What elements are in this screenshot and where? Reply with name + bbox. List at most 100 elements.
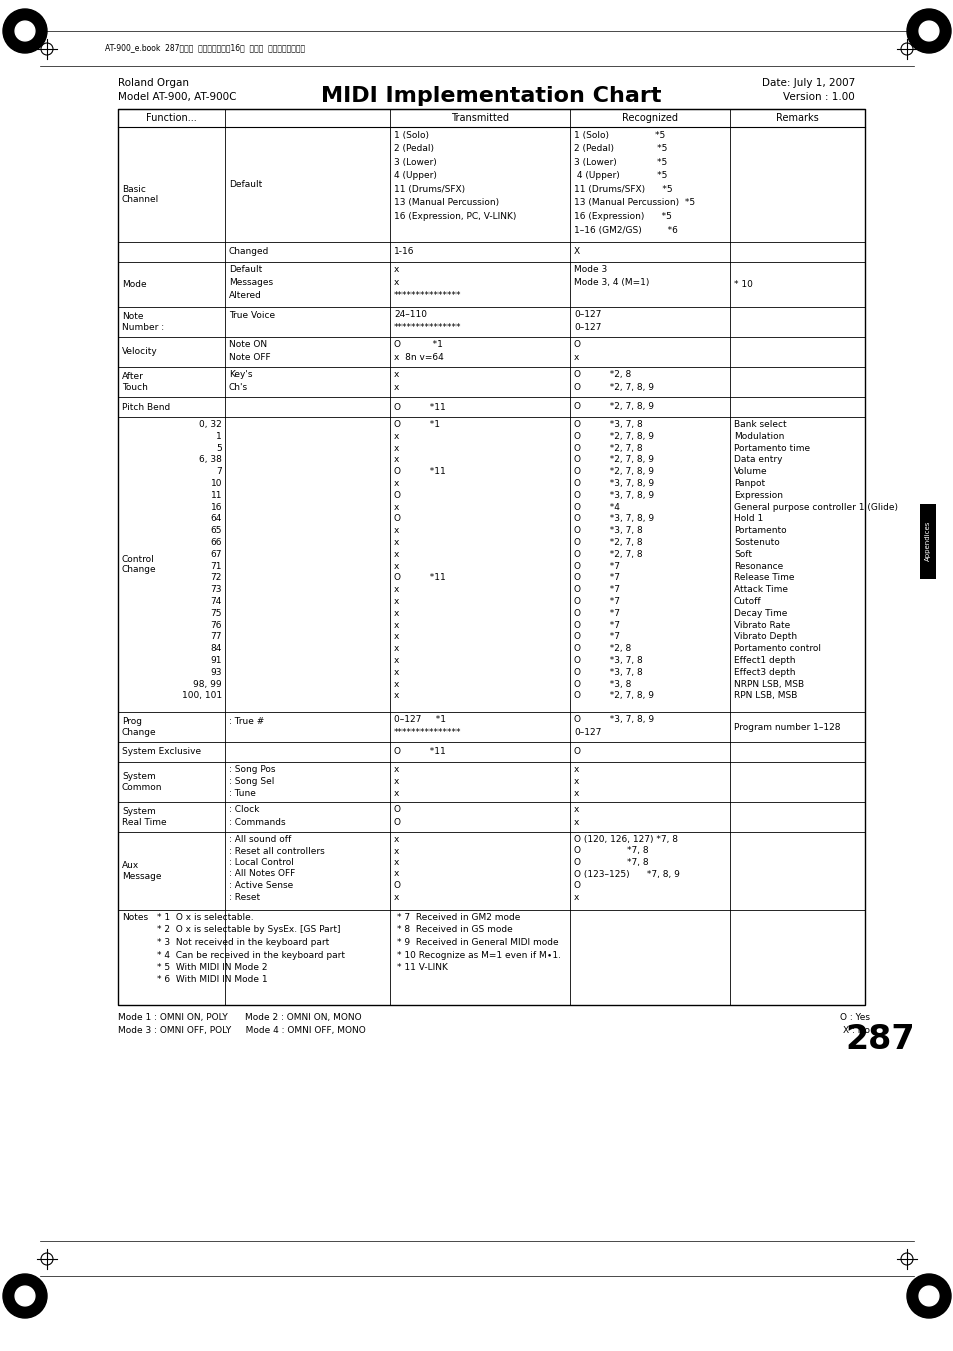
Text: Basic
Channel: Basic Channel [122,185,159,204]
Text: x: x [394,667,399,677]
Text: Altered: Altered [229,290,262,300]
Text: x: x [394,432,399,440]
Text: O          *11: O *11 [394,467,445,476]
Text: Resonance: Resonance [733,562,782,570]
Text: O: O [394,490,400,500]
Text: 11 (Drums/SFX)      *5: 11 (Drums/SFX) *5 [574,185,672,195]
Text: * 5  With MIDI IN Mode 2: * 5 With MIDI IN Mode 2 [157,963,267,971]
Text: x: x [394,835,399,844]
Text: x: x [394,692,399,700]
Text: * 4  Can be received in the keyboard part: * 4 Can be received in the keyboard part [157,951,345,959]
Text: 66: 66 [211,538,222,547]
Text: 11: 11 [211,490,222,500]
Text: O          *3, 7, 8, 9: O *3, 7, 8, 9 [574,480,654,488]
Text: 91: 91 [211,657,222,665]
Text: O          *11: O *11 [394,747,445,757]
Text: 76: 76 [211,620,222,630]
Text: O          *11: O *11 [394,403,445,412]
Text: 7: 7 [216,467,222,476]
Text: x: x [394,632,399,642]
Text: O          *3, 7, 8: O *3, 7, 8 [574,420,642,430]
Text: x: x [394,503,399,512]
Text: Remarks: Remarks [776,113,818,123]
Text: Vibrato Depth: Vibrato Depth [733,632,797,642]
Text: General purpose controller 1 (Glide): General purpose controller 1 (Glide) [733,503,897,512]
Text: : Tune: : Tune [229,789,255,798]
Circle shape [15,1286,35,1306]
Text: O          *7: O *7 [574,562,619,570]
Text: Control
Change: Control Change [122,555,156,574]
Text: Mode 1 : OMNI ON, POLY      Mode 2 : OMNI ON, MONO: Mode 1 : OMNI ON, POLY Mode 2 : OMNI ON,… [118,1013,361,1021]
Text: Portamento: Portamento [733,526,786,535]
Text: 64: 64 [211,515,222,523]
Text: O          *2, 7, 8: O *2, 7, 8 [574,550,642,559]
Text: Mode 3 : OMNI OFF, POLY     Mode 4 : OMNI OFF, MONO: Mode 3 : OMNI OFF, POLY Mode 4 : OMNI OF… [118,1025,365,1035]
Text: Ch's: Ch's [229,382,248,392]
Text: O: O [394,881,400,890]
Text: 5: 5 [216,443,222,453]
Text: 100, 101: 100, 101 [182,692,222,700]
Text: O          *3, 7, 8, 9: O *3, 7, 8, 9 [574,715,654,724]
Text: 16 (Expression, PC, V-LINK): 16 (Expression, PC, V-LINK) [394,212,516,222]
Text: O          *1: O *1 [394,420,439,430]
Text: O          *2, 7, 8: O *2, 7, 8 [574,443,642,453]
Text: x: x [574,893,578,901]
Text: x: x [394,893,399,901]
Text: : Reset: : Reset [229,893,260,901]
Text: x: x [394,562,399,570]
Text: O          *4: O *4 [574,503,619,512]
Text: x: x [574,353,578,362]
Text: Cutoff: Cutoff [733,597,760,607]
Text: x: x [394,847,399,855]
Text: x: x [394,526,399,535]
Text: O          *2, 7, 8, 9: O *2, 7, 8, 9 [574,403,654,412]
Text: x: x [394,870,399,878]
Text: 71: 71 [211,562,222,570]
Text: 2 (Pedal)               *5: 2 (Pedal) *5 [574,145,667,154]
Text: RPN LSB, MSB: RPN LSB, MSB [733,692,797,700]
Text: Release Time: Release Time [733,573,794,582]
Text: O (120, 126, 127) *7, 8: O (120, 126, 127) *7, 8 [574,835,678,844]
Text: Program number 1–128: Program number 1–128 [733,723,840,731]
Text: 1-16: 1-16 [394,247,414,257]
Text: x: x [394,480,399,488]
Text: Changed: Changed [229,247,269,257]
Text: Effect3 depth: Effect3 depth [733,667,795,677]
Circle shape [906,1274,950,1319]
Text: x: x [394,620,399,630]
Text: O          *2, 8: O *2, 8 [574,644,631,653]
Text: x: x [394,550,399,559]
Text: 65: 65 [211,526,222,535]
Text: After
Touch: After Touch [122,373,148,392]
Bar [118,109,864,1005]
Text: O          *3, 8: O *3, 8 [574,680,631,689]
Text: x: x [394,278,399,286]
Text: Data entry: Data entry [733,455,781,465]
Text: Volume: Volume [733,467,767,476]
Text: : All Notes OFF: : All Notes OFF [229,870,294,878]
Text: True Voice: True Voice [229,312,274,320]
Text: Date: July 1, 2007: Date: July 1, 2007 [760,78,854,88]
Text: O: O [394,817,400,827]
Text: x: x [394,382,399,392]
Text: * 10: * 10 [733,280,752,289]
Text: Default: Default [229,180,262,189]
Text: Note
Number :: Note Number : [122,312,164,332]
Text: O          *2, 7, 8, 9: O *2, 7, 8, 9 [574,467,654,476]
Text: * 7  Received in GM2 mode: * 7 Received in GM2 mode [396,913,519,921]
Text: Modulation: Modulation [733,432,783,440]
Text: O: O [574,340,580,349]
Text: Key's: Key's [229,370,253,380]
Text: 75: 75 [211,609,222,617]
Text: 67: 67 [211,550,222,559]
Text: 6, 38: 6, 38 [199,455,222,465]
Text: x: x [574,777,578,786]
Circle shape [918,22,938,41]
Text: * 1  O x is selectable.: * 1 O x is selectable. [157,913,253,921]
Text: Roland Organ: Roland Organ [118,78,189,88]
Text: 93: 93 [211,667,222,677]
Text: 4 (Upper)             *5: 4 (Upper) *5 [574,172,667,181]
Text: Attack Time: Attack Time [733,585,787,594]
Text: Pitch Bend: Pitch Bend [122,403,170,412]
Text: Portamento control: Portamento control [733,644,821,653]
